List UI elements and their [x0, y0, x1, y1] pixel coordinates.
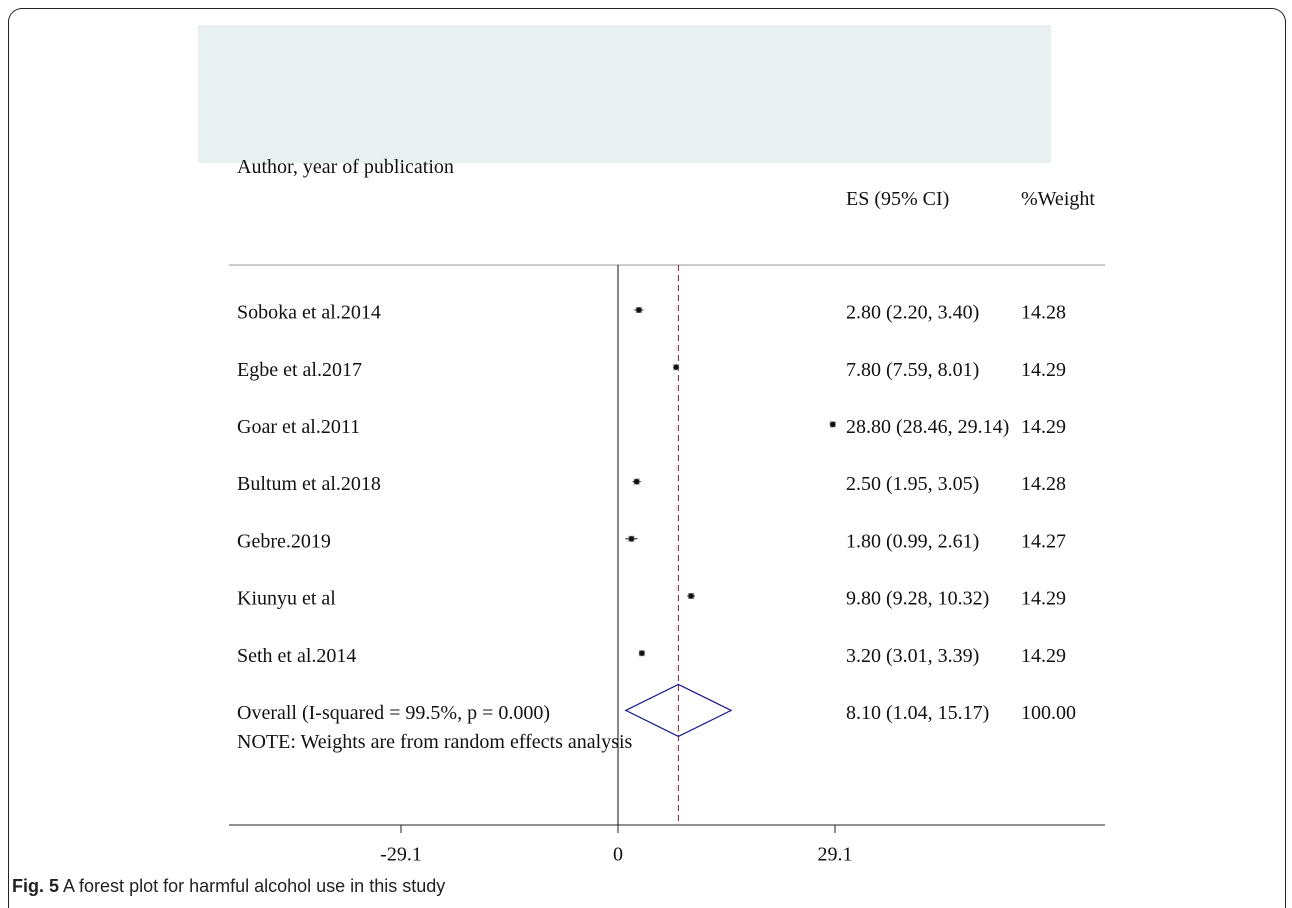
study-point — [634, 479, 640, 485]
study-label: Soboka et al.2014 — [237, 302, 381, 324]
weight-column-header: %Weight — [1021, 188, 1095, 210]
x-tick-label: -29.1 — [380, 844, 422, 866]
study-point — [628, 536, 635, 542]
weights-note: NOTE: Weights are from random effects an… — [237, 731, 633, 753]
figure-label: Fig. 5 — [12, 876, 60, 896]
overall-es-ci: 8.10 (1.04, 15.17) — [846, 702, 989, 724]
study-label: Bultum et al.2018 — [237, 473, 381, 495]
study-weight: 14.29 — [1021, 645, 1066, 667]
author-column-header: Author, year of publication — [237, 156, 454, 178]
x-tick-label: 0 — [613, 844, 623, 866]
figure-frame — [8, 8, 1286, 908]
study-weight: 14.29 — [1021, 416, 1066, 438]
header-shade — [198, 25, 1051, 163]
study-es-ci: 28.80 (28.46, 29.14) — [846, 416, 1009, 438]
overall-diamond — [624, 683, 733, 738]
study-label: Seth et al.2014 — [237, 645, 356, 667]
es-column-header: ES (95% CI) — [846, 188, 950, 210]
study-weight: 14.27 — [1021, 530, 1066, 552]
study-label: Kiunyu et al — [237, 588, 336, 610]
study-es-ci: 9.80 (9.28, 10.32) — [846, 588, 989, 610]
study-weight: 14.29 — [1021, 359, 1066, 381]
study-point — [673, 364, 679, 370]
figure-caption: Fig. 5 A forest plot for harmful alcohol… — [12, 876, 445, 897]
study-es-ci: 2.80 (2.20, 3.40) — [846, 302, 979, 324]
study-weight: 14.29 — [1021, 588, 1066, 610]
study-weight: 14.28 — [1021, 473, 1066, 495]
study-label: Egbe et al.2017 — [237, 359, 362, 381]
x-tick-label: 29.1 — [818, 844, 853, 866]
caption-text: A forest plot for harmful alcohol use in… — [63, 876, 446, 896]
study-weight: 14.28 — [1021, 302, 1066, 324]
study-point — [830, 421, 836, 427]
study-es-ci: 2.50 (1.95, 3.05) — [846, 473, 979, 495]
study-label: Goar et al.2011 — [237, 416, 360, 438]
study-es-ci: 7.80 (7.59, 8.01) — [846, 359, 979, 381]
study-point — [688, 593, 694, 599]
study-es-ci: 3.20 (3.01, 3.39) — [846, 645, 979, 667]
study-label: Gebre.2019 — [237, 530, 331, 552]
study-point — [639, 650, 645, 656]
study-point — [636, 307, 642, 313]
overall-weight: 100.00 — [1021, 702, 1076, 724]
overall-label: Overall (I-squared = 99.5%, p = 0.000) — [237, 702, 550, 724]
study-es-ci: 1.80 (0.99, 2.61) — [846, 530, 979, 552]
